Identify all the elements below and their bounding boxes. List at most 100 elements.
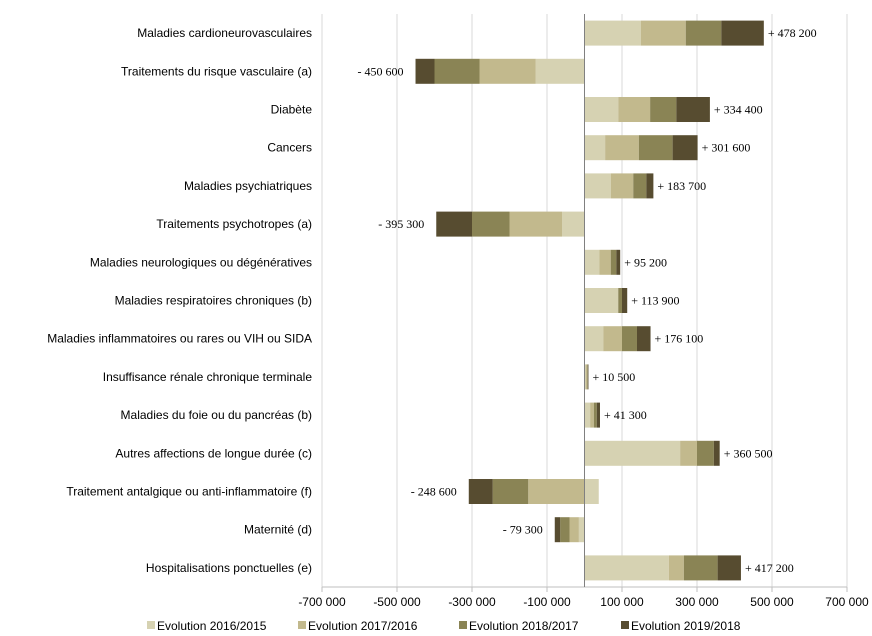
bar-segment bbox=[590, 402, 594, 428]
bar-segment bbox=[622, 288, 628, 313]
total-data-label: - 79 300 bbox=[503, 523, 543, 537]
category-label: Maladies neurologiques ou dégénératives bbox=[90, 255, 312, 269]
category-label: Maladies respiratoires chroniques (b) bbox=[115, 294, 312, 308]
bar-segment bbox=[596, 402, 600, 428]
x-tick-label: -100 000 bbox=[523, 595, 571, 609]
bar-segment bbox=[509, 211, 562, 237]
bar-segment bbox=[584, 326, 604, 352]
bar-segment bbox=[554, 517, 561, 543]
bar-segment bbox=[685, 20, 722, 46]
bar-segment bbox=[584, 173, 611, 199]
bar-segment bbox=[622, 326, 637, 352]
x-tick-label: 500 000 bbox=[750, 595, 794, 609]
legend-swatch bbox=[298, 621, 306, 629]
legend-label: Evolution 2019/2018 bbox=[631, 619, 741, 633]
total-data-label: + 183 700 bbox=[657, 179, 706, 193]
bar-segment bbox=[610, 173, 634, 199]
legend-swatch bbox=[147, 621, 155, 629]
legend-label: Evolution 2017/2016 bbox=[308, 619, 418, 633]
bar-segment bbox=[585, 364, 588, 390]
bar-segment bbox=[587, 364, 589, 390]
bar-segment bbox=[672, 135, 698, 161]
bar-segment bbox=[646, 173, 654, 199]
bar-segment bbox=[584, 440, 681, 466]
category-label: Traitement antalgique ou anti-inflammato… bbox=[66, 485, 312, 499]
x-tick-label: -500 000 bbox=[373, 595, 421, 609]
legend-label: Evolution 2018/2017 bbox=[469, 619, 579, 633]
bar-segment bbox=[633, 173, 647, 199]
bar-segment bbox=[468, 479, 493, 504]
bar-segment bbox=[587, 364, 588, 390]
total-data-label: + 334 400 bbox=[714, 103, 763, 117]
bar-segment bbox=[713, 440, 720, 466]
bar-segment bbox=[584, 364, 586, 390]
bar-segment bbox=[599, 249, 611, 275]
x-tick-label: -700 000 bbox=[298, 595, 346, 609]
category-label: Maladies cardioneurovasculaires bbox=[137, 26, 312, 40]
total-data-label: + 176 100 bbox=[655, 332, 704, 346]
bar-segment bbox=[683, 555, 718, 581]
bar-segment bbox=[618, 288, 622, 313]
category-label: Maladies psychiatriques bbox=[184, 179, 312, 193]
total-data-label: + 360 500 bbox=[724, 446, 773, 460]
bar-segment bbox=[562, 211, 585, 237]
total-data-label: + 113 900 bbox=[631, 294, 679, 308]
bar-segment bbox=[584, 288, 619, 313]
bar-segment bbox=[638, 135, 673, 161]
bar-segment bbox=[640, 20, 686, 46]
category-label: Maternité (d) bbox=[244, 523, 312, 537]
bar-segment bbox=[434, 58, 480, 84]
total-data-label: + 478 200 bbox=[768, 26, 817, 40]
bar-segment bbox=[584, 479, 599, 504]
bar-segment bbox=[605, 135, 639, 161]
total-data-label: + 95 200 bbox=[624, 255, 667, 269]
bar-segment bbox=[676, 97, 710, 122]
legend-swatch bbox=[459, 621, 467, 629]
bar-segment bbox=[535, 58, 585, 84]
bar-segment bbox=[584, 402, 591, 428]
category-label: Traitements psychotropes (a) bbox=[156, 217, 312, 231]
bar-segment bbox=[668, 555, 684, 581]
bar-segment bbox=[584, 135, 606, 161]
category-label: Insuffisance rénale chronique terminale bbox=[103, 370, 313, 384]
category-label: Diabète bbox=[271, 103, 313, 117]
bar-segment bbox=[569, 517, 579, 543]
total-data-label: + 301 600 bbox=[702, 141, 751, 155]
bar-segment bbox=[697, 440, 714, 466]
axes bbox=[321, 14, 848, 592]
total-data-label: - 248 600 bbox=[411, 485, 457, 499]
bar-segment bbox=[492, 479, 529, 504]
legend-label: Evolution 2016/2015 bbox=[157, 619, 267, 633]
labels: -700 000 -500 000 -300 000 -100 000 100 000 3… bbox=[47, 26, 869, 609]
bar-segment bbox=[584, 249, 600, 275]
bar-segment bbox=[479, 58, 536, 84]
x-tick-label: 700 000 bbox=[825, 595, 869, 609]
bar-segment bbox=[584, 555, 669, 581]
bar-segment bbox=[584, 97, 619, 122]
category-label: Hospitalisations ponctuelles (e) bbox=[146, 561, 312, 575]
bar-segment bbox=[650, 97, 677, 122]
bar-segment bbox=[528, 479, 585, 504]
bar-segment bbox=[637, 326, 651, 352]
bar-segment bbox=[415, 58, 435, 84]
bar-segment bbox=[680, 440, 697, 466]
legend-swatch bbox=[621, 621, 629, 629]
category-label: Maladies inflammatoires ou rares ou VIH … bbox=[47, 332, 312, 346]
total-data-label: + 41 300 bbox=[604, 408, 647, 422]
total-data-label: - 450 600 bbox=[358, 64, 404, 78]
x-tick-label: -300 000 bbox=[448, 595, 496, 609]
total-data-label: + 417 200 bbox=[745, 561, 794, 575]
bar-segment bbox=[578, 517, 585, 543]
bar-segment bbox=[593, 402, 597, 428]
bar-segment bbox=[584, 20, 641, 46]
bar-segment bbox=[603, 326, 622, 352]
total-data-label: + 10 500 bbox=[592, 370, 635, 384]
bars bbox=[415, 20, 764, 581]
category-label: Cancers bbox=[267, 141, 312, 155]
category-label: Maladies du foie ou du pancréas (b) bbox=[121, 408, 312, 422]
total-data-label: - 395 300 bbox=[378, 217, 424, 231]
bar-segment bbox=[721, 20, 764, 46]
bar-segment bbox=[618, 97, 651, 122]
x-tick-label: 300 000 bbox=[675, 595, 719, 609]
